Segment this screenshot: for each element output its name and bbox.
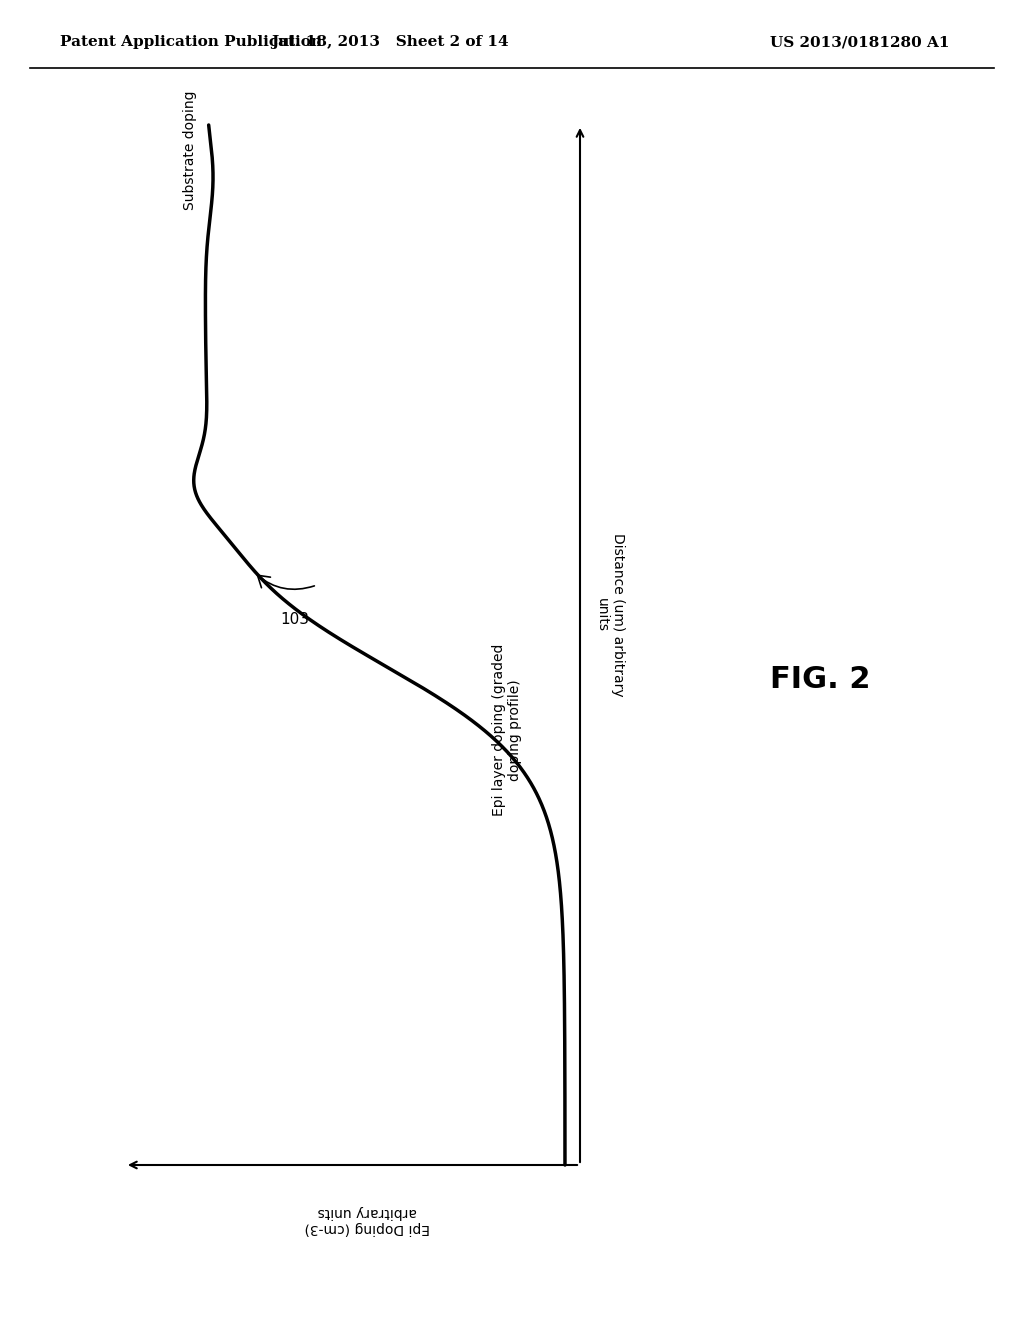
Text: Substrate doping: Substrate doping [183,91,197,210]
Text: FIG. 2: FIG. 2 [770,665,870,694]
FancyArrowPatch shape [257,576,314,589]
Text: 103: 103 [281,612,309,627]
Text: Epi Doping (cm-3)
arbitrary units: Epi Doping (cm-3) arbitrary units [305,1205,430,1236]
Text: Distance (um) arbitrary
units: Distance (um) arbitrary units [595,533,625,697]
Text: Jul. 18, 2013   Sheet 2 of 14: Jul. 18, 2013 Sheet 2 of 14 [271,36,509,49]
Text: Patent Application Publication: Patent Application Publication [60,36,322,49]
Text: US 2013/0181280 A1: US 2013/0181280 A1 [770,36,949,49]
Text: Epi layer doping (graded
doping profile): Epi layer doping (graded doping profile) [492,644,522,816]
